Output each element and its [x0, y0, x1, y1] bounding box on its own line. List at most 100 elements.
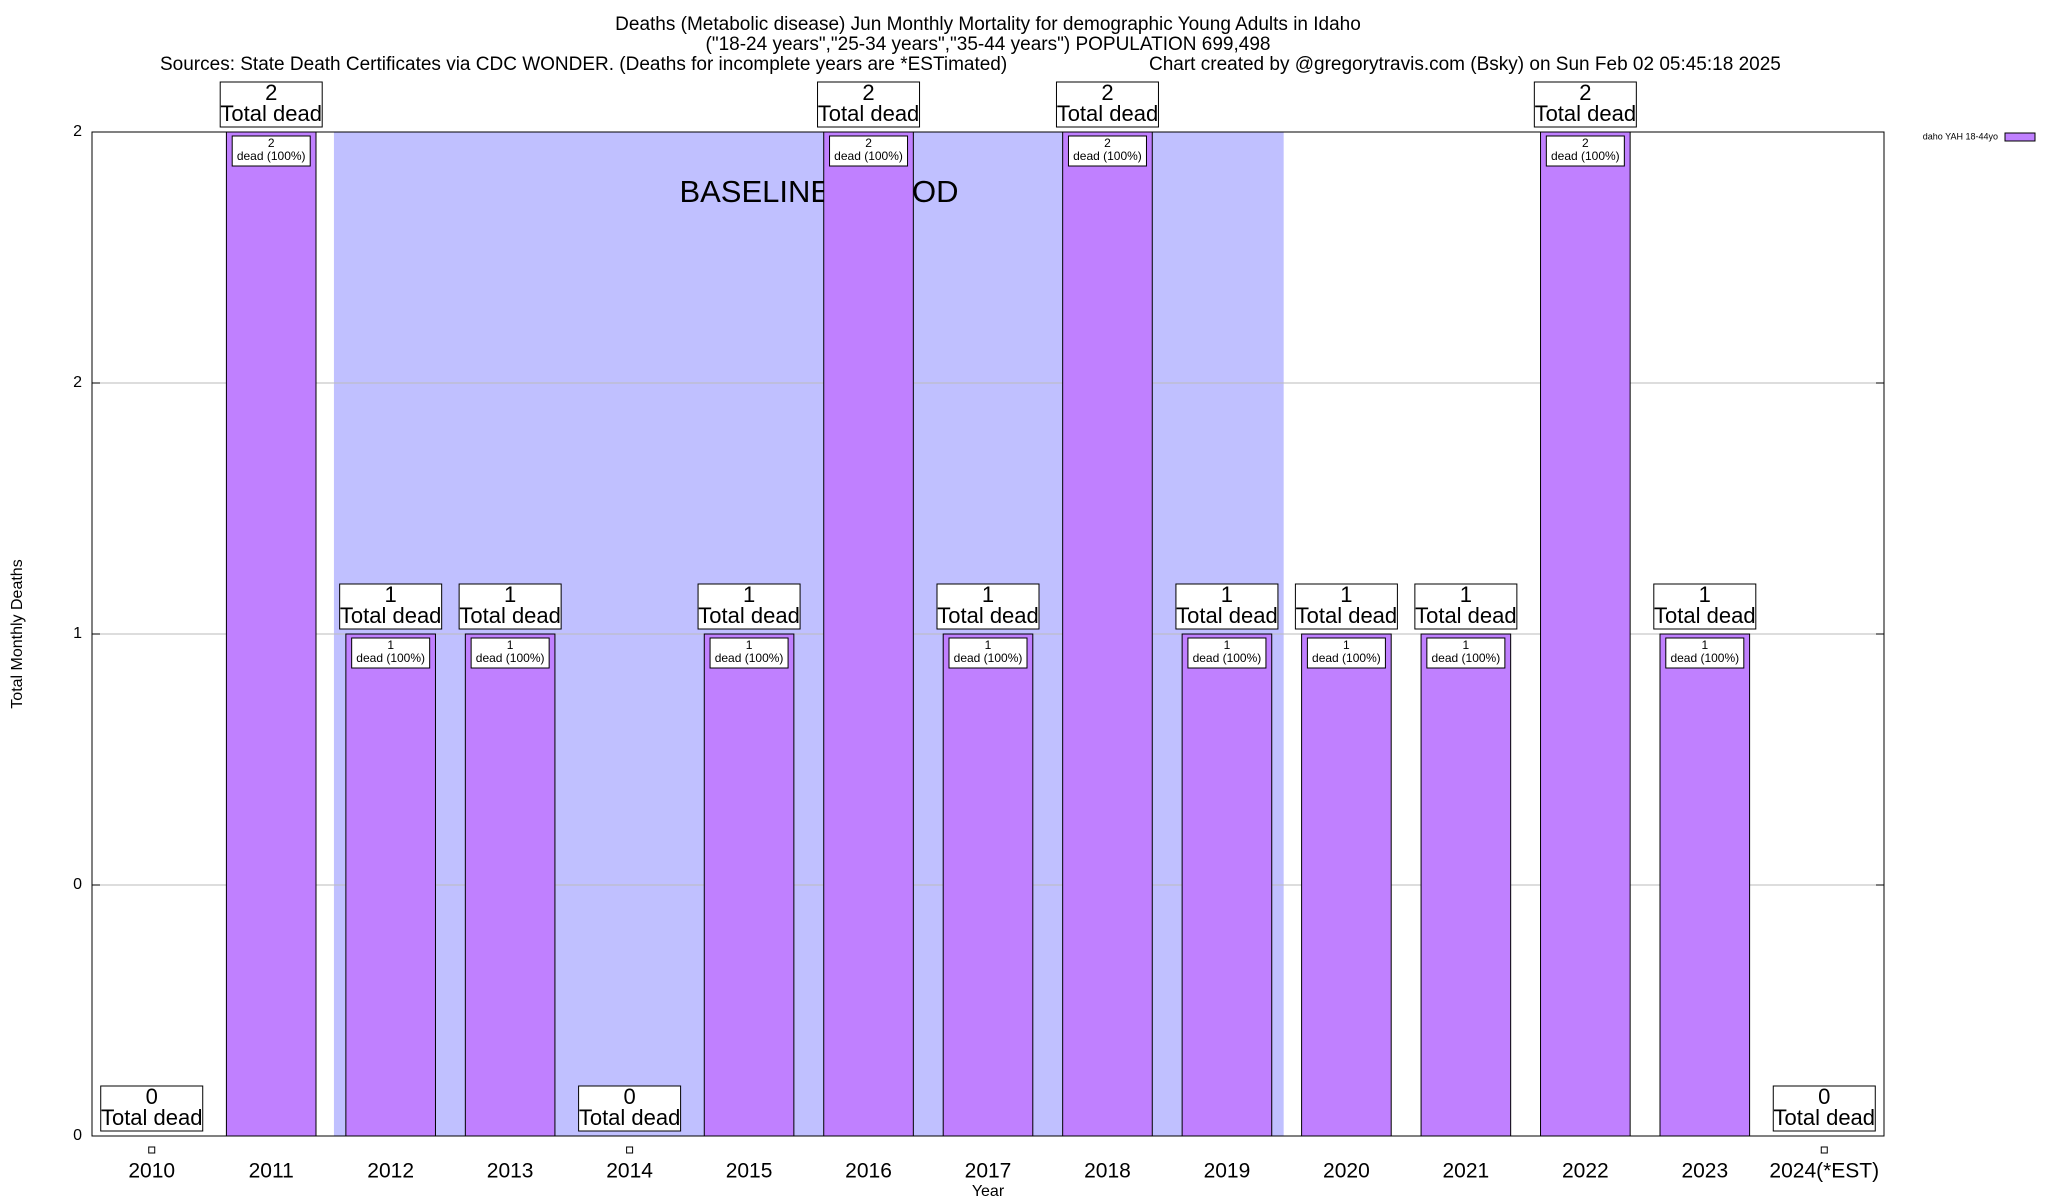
y-tick-label: 0	[73, 1127, 82, 1144]
inner-label-box	[1426, 637, 1506, 669]
inner-label: dead (100%)	[1551, 149, 1620, 163]
x-tick-label: 2016	[845, 1160, 892, 1183]
bar	[1540, 131, 1631, 1137]
sources: Sources: State Death Certificates via CD…	[160, 54, 1007, 75]
x-tick-label: 2012	[367, 1160, 414, 1183]
x-tick-label: 2013	[487, 1160, 534, 1183]
inner-label: dead (100%)	[1073, 149, 1142, 163]
total-label-box	[817, 81, 921, 128]
total-value-label: 1	[1699, 582, 1711, 607]
inner-label-box	[231, 135, 311, 167]
inner-label-box	[1187, 637, 1267, 669]
total-label-box	[936, 583, 1040, 630]
total-value-label: 1	[743, 582, 755, 607]
inner-label: dead (100%)	[237, 149, 306, 163]
chart-subtitle: ("18-24 years","25-34 years","35-44 year…	[706, 34, 1271, 55]
inner-label: dead (100%)	[356, 651, 425, 665]
total-label: Total dead	[1654, 603, 1756, 628]
inner-label-box	[709, 637, 789, 669]
inner-label-box	[1067, 135, 1147, 167]
total-value-label: 1	[385, 582, 397, 607]
x-tick-label: 2010	[128, 1160, 175, 1183]
inner-label-box	[948, 637, 1028, 669]
bar	[1181, 633, 1273, 1137]
legend-swatch	[2004, 132, 2036, 142]
inner-label: dead (100%)	[1670, 651, 1739, 665]
inner-value-label: 2	[1582, 136, 1589, 150]
bar	[942, 633, 1034, 1137]
baseline-label: BASELINE PERIOD	[679, 174, 958, 209]
bar	[823, 131, 914, 1137]
y-tick-label: 1	[73, 625, 82, 642]
total-label-box	[1653, 583, 1757, 630]
y-axis-label: Total Monthly Deaths	[9, 559, 26, 708]
x-tick-label: 2019	[1204, 1160, 1251, 1183]
total-value-label: 1	[504, 582, 516, 607]
x-tick-label: 2023	[1681, 1160, 1728, 1183]
total-value-label: 2	[1101, 80, 1113, 105]
inner-value-label: 1	[387, 638, 394, 652]
inner-value-label: 1	[507, 638, 514, 652]
total-label-box	[458, 583, 562, 630]
inner-label: dead (100%)	[1193, 651, 1262, 665]
zero-marker	[148, 1146, 156, 1154]
total-value-label: 1	[982, 582, 994, 607]
x-tick-label: 2017	[965, 1160, 1012, 1183]
total-label: Total dead	[937, 603, 1039, 628]
x-tick-label: 2015	[726, 1160, 773, 1183]
x-axis-label: Year	[972, 1183, 1005, 1200]
inner-label: dead (100%)	[834, 149, 903, 163]
total-label: Total dead	[579, 1105, 681, 1130]
total-value-label: 2	[862, 80, 874, 105]
total-label: Total dead	[1774, 1105, 1876, 1130]
inner-label: dead (100%)	[1312, 651, 1381, 665]
total-label: Total dead	[1057, 101, 1159, 126]
total-label: Total dead	[220, 101, 322, 126]
inner-value-label: 1	[985, 638, 992, 652]
total-label-box	[100, 1085, 204, 1132]
inner-value-label: 2	[268, 136, 275, 150]
inner-value-label: 1	[1343, 638, 1350, 652]
total-label: Total dead	[459, 603, 561, 628]
total-label: Total dead	[1176, 603, 1278, 628]
total-label: Total dead	[340, 603, 442, 628]
total-label-box	[1772, 1085, 1876, 1132]
bar	[1301, 633, 1392, 1137]
chart-title: Deaths (Metabolic disease) Jun Monthly M…	[615, 14, 1361, 35]
total-label-box	[697, 583, 801, 630]
total-value-label: 2	[1579, 80, 1591, 105]
total-label-box	[1414, 583, 1518, 630]
inner-label-box	[351, 637, 431, 669]
inner-label: dead (100%)	[954, 651, 1023, 665]
total-label: Total dead	[818, 101, 920, 126]
y-tick-label: 2	[73, 123, 82, 140]
x-tick-label: 2014	[606, 1160, 653, 1183]
total-value-label: 1	[1221, 582, 1233, 607]
total-label: Total dead	[1415, 603, 1517, 628]
total-label-box	[1533, 81, 1637, 128]
inner-label: dead (100%)	[1432, 651, 1501, 665]
bar	[464, 633, 556, 1137]
x-tick-label: 2021	[1443, 1160, 1490, 1183]
credit: Chart created by @gregorytravis.com (Bsk…	[1149, 54, 1781, 75]
bar	[1062, 131, 1153, 1137]
total-label-box	[339, 583, 443, 630]
total-value-label: 1	[1460, 582, 1472, 607]
y-tick-label: 0	[73, 876, 82, 893]
x-tick-label: 2022	[1562, 1160, 1609, 1183]
inner-value-label: 1	[746, 638, 753, 652]
total-value-label: 0	[1818, 1084, 1830, 1109]
inner-label-box	[1306, 637, 1386, 669]
bar	[225, 131, 317, 1137]
zero-marker	[1820, 1146, 1828, 1154]
inner-value-label: 2	[1104, 136, 1111, 150]
inner-value-label: 1	[1224, 638, 1231, 652]
inner-label: dead (100%)	[715, 651, 784, 665]
inner-label-box	[829, 135, 909, 167]
total-label-box	[1175, 583, 1279, 630]
y-tick-label: 2	[73, 374, 82, 391]
total-value-label: 0	[623, 1084, 635, 1109]
x-tick-label: 2020	[1323, 1160, 1370, 1183]
total-label-box	[1294, 583, 1398, 630]
